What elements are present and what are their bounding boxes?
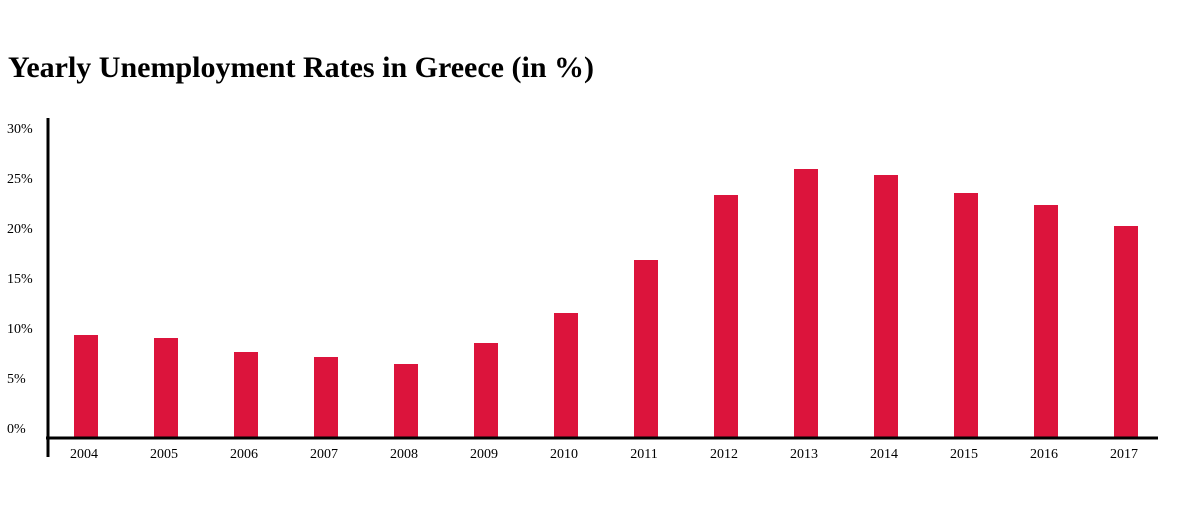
bars-layer	[74, 169, 1138, 437]
bar-2008	[394, 364, 418, 437]
x-tick-label: 2014	[870, 447, 898, 462]
x-tick-label: 2006	[230, 447, 258, 462]
x-tick-label: 2010	[550, 447, 578, 462]
bar-2017	[1114, 226, 1138, 437]
bar-2009	[474, 343, 498, 437]
bar-2016	[1034, 205, 1058, 437]
y-tick-label: 0%	[7, 422, 26, 437]
y-tick-label: 20%	[7, 222, 33, 237]
bar-2011	[634, 260, 658, 437]
y-tick-label: 5%	[7, 372, 26, 387]
y-tick-label: 30%	[7, 122, 33, 137]
x-tick-label: 2016	[1030, 447, 1058, 462]
bar-2014	[874, 175, 898, 437]
x-tick-label: 2004	[70, 447, 98, 462]
bar-2005	[154, 338, 178, 437]
x-tick-label: 2013	[790, 447, 818, 462]
x-tick-label: 2008	[390, 447, 418, 462]
x-tick-label: 2007	[310, 447, 338, 462]
chart-title: Yearly Unemployment Rates in Greece (in …	[8, 51, 594, 84]
x-tick-label: 2017	[1110, 447, 1138, 462]
x-tick-label: 2012	[710, 447, 738, 462]
bar-2004	[74, 335, 98, 437]
bar-2015	[954, 193, 978, 437]
y-tick-label: 25%	[7, 172, 33, 187]
y-tick-label: 10%	[7, 322, 33, 337]
y-axis: 0% 5% 10% 15% 20% 25% 30%	[7, 118, 50, 457]
y-tick-label: 15%	[7, 272, 33, 287]
x-axis: 2004 2005 2006 2007 2008 2009 2010 2011 2012 2013…	[46, 436, 1158, 462]
bar-2012	[714, 195, 738, 437]
bar-2010	[554, 313, 578, 437]
x-tick-label: 2011	[630, 447, 657, 462]
bar-2006	[234, 352, 258, 437]
x-tick-label: 2009	[470, 447, 498, 462]
x-tick-label: 2005	[150, 447, 178, 462]
bar-2013	[794, 169, 818, 437]
bar-2007	[314, 357, 338, 437]
x-tick-label: 2015	[950, 447, 978, 462]
